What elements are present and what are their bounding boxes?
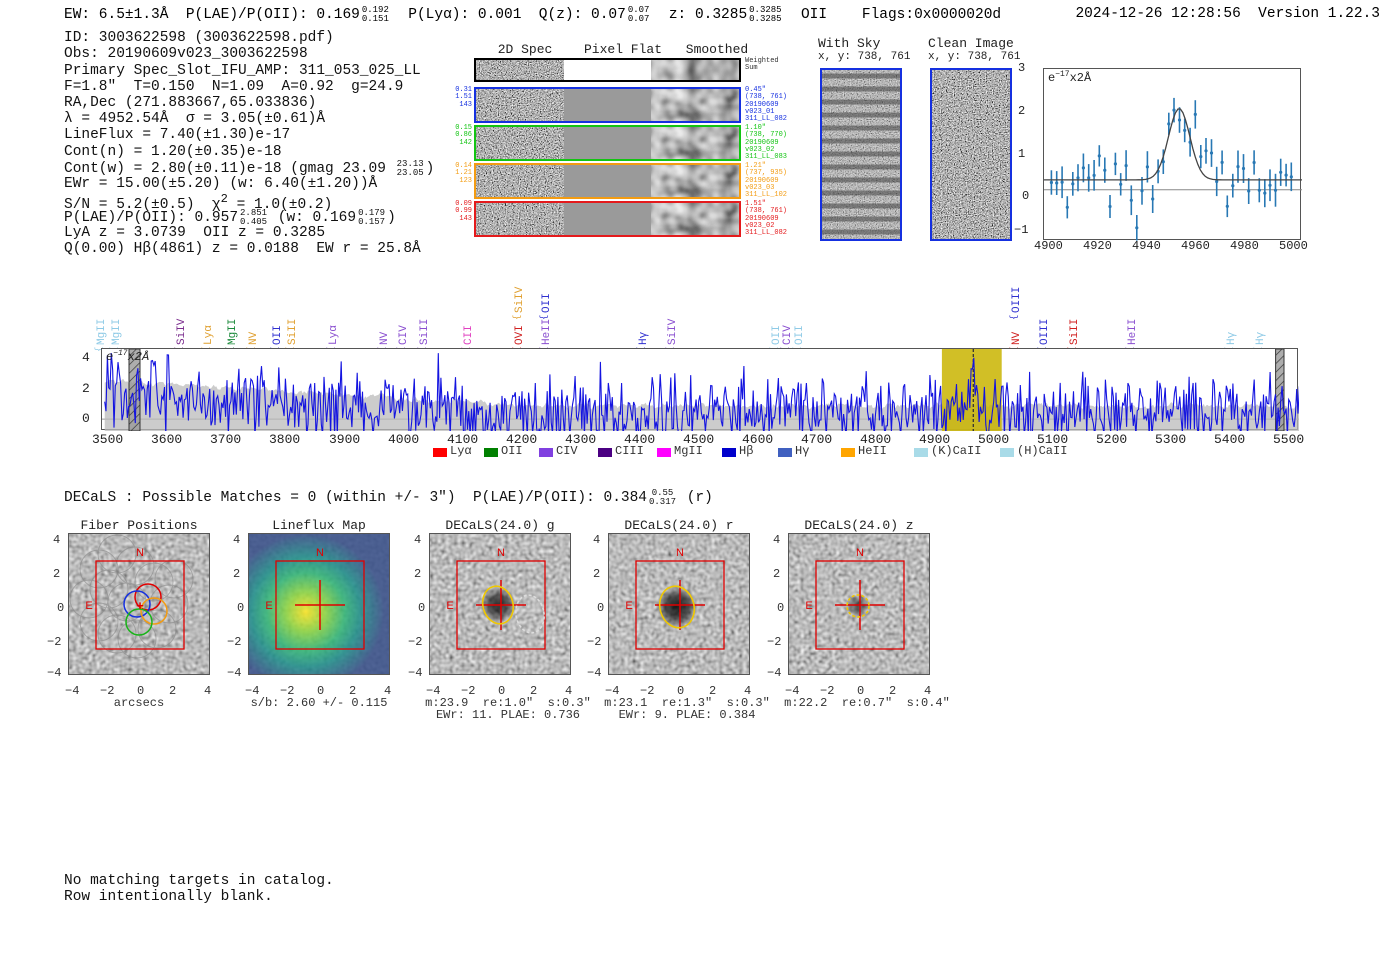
svg-text:N: N <box>136 547 144 559</box>
svg-text:+: + <box>136 598 144 613</box>
svg-text:N: N <box>856 547 864 559</box>
svg-text:E: E <box>85 600 92 612</box>
svg-text:E: E <box>265 600 272 612</box>
svg-text:N: N <box>316 547 324 559</box>
svg-text:N: N <box>676 547 684 559</box>
svg-text:N: N <box>497 547 505 559</box>
svg-text:E: E <box>625 600 632 612</box>
svg-text:E: E <box>446 600 453 612</box>
svg-text:E: E <box>805 600 812 612</box>
